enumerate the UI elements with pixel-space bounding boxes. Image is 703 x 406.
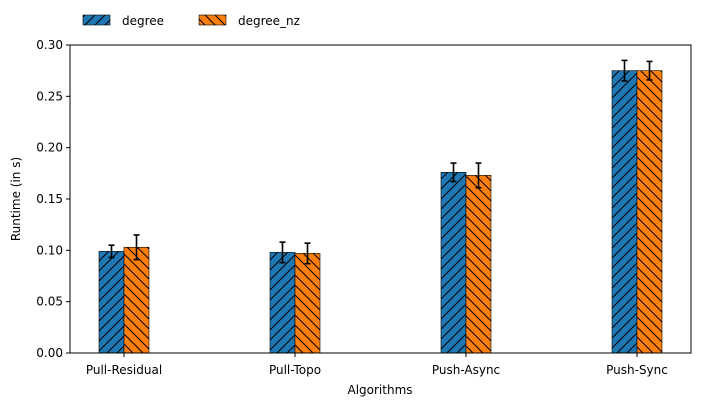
error-bar-degree-Pull-Topo: [279, 241, 286, 264]
y-tick-label: 0.00: [36, 346, 63, 360]
bars-group: [98, 70, 663, 354]
bar-hatch-degree-Pull-Residual: [98, 251, 125, 354]
error-bar-degree_nz-Pull-Topo: [304, 242, 311, 265]
x-tick-label: Push-Sync: [606, 363, 668, 377]
x-axis-label: Algorithms: [347, 383, 412, 397]
x-tick-label: Push-Async: [432, 363, 500, 377]
error-bar-degree-Push-Async: [450, 162, 457, 183]
bar-hatch-degree-Push-Async: [440, 172, 467, 354]
error-bars-group: [108, 59, 653, 265]
y-tick-label: 0.10: [36, 243, 63, 257]
legend-item-degree_nz: degree_nz: [198, 14, 300, 28]
bar-hatch-degree-Push-Sync: [611, 70, 638, 354]
error-bar-degree_nz-Push-Sync: [646, 60, 653, 81]
y-tick-label: 0.20: [36, 141, 63, 155]
legend-label: degree_nz: [238, 14, 300, 28]
y-tick-label: 0.30: [36, 38, 63, 52]
bar-hatch-degree_nz-Pull-Topo: [294, 253, 321, 354]
legend: degree degree_nz: [82, 14, 300, 28]
legend-item-degree: degree: [82, 14, 164, 28]
bar-hatch-degree-Pull-Topo: [269, 252, 296, 354]
y-axis-label: Runtime (in s): [9, 157, 23, 241]
bar-hatch-degree_nz-Push-Async: [465, 175, 492, 354]
error-bar-degree-Push-Sync: [621, 59, 628, 82]
y-tick-label: 0.05: [36, 295, 63, 309]
error-bar-degree_nz-Push-Async: [475, 162, 482, 189]
bar-hatch-degree_nz-Pull-Residual: [123, 246, 150, 354]
y-tick-label: 0.15: [36, 192, 63, 206]
error-bar-degree_nz-Pull-Residual: [133, 234, 140, 261]
x-tick-label: Pull-Topo: [269, 363, 321, 377]
plot-area-frame: [69, 44, 692, 354]
x-tick-label: Pull-Residual: [86, 363, 162, 377]
legend-swatch-hatch: [82, 14, 111, 26]
error-bar-degree-Pull-Residual: [108, 244, 115, 259]
bar-hatch-degree_nz-Push-Sync: [636, 70, 663, 354]
y-axis: 0.00 0.05 0.10 0.15 0.20 0.25 0.30: [36, 38, 70, 360]
y-tick-label: 0.25: [36, 89, 63, 103]
legend-swatch-hatch: [198, 14, 227, 26]
legend-label: degree: [122, 14, 164, 28]
x-axis: Pull-Residual Pull-Topo Push-Async Push-Syn…: [86, 353, 668, 377]
